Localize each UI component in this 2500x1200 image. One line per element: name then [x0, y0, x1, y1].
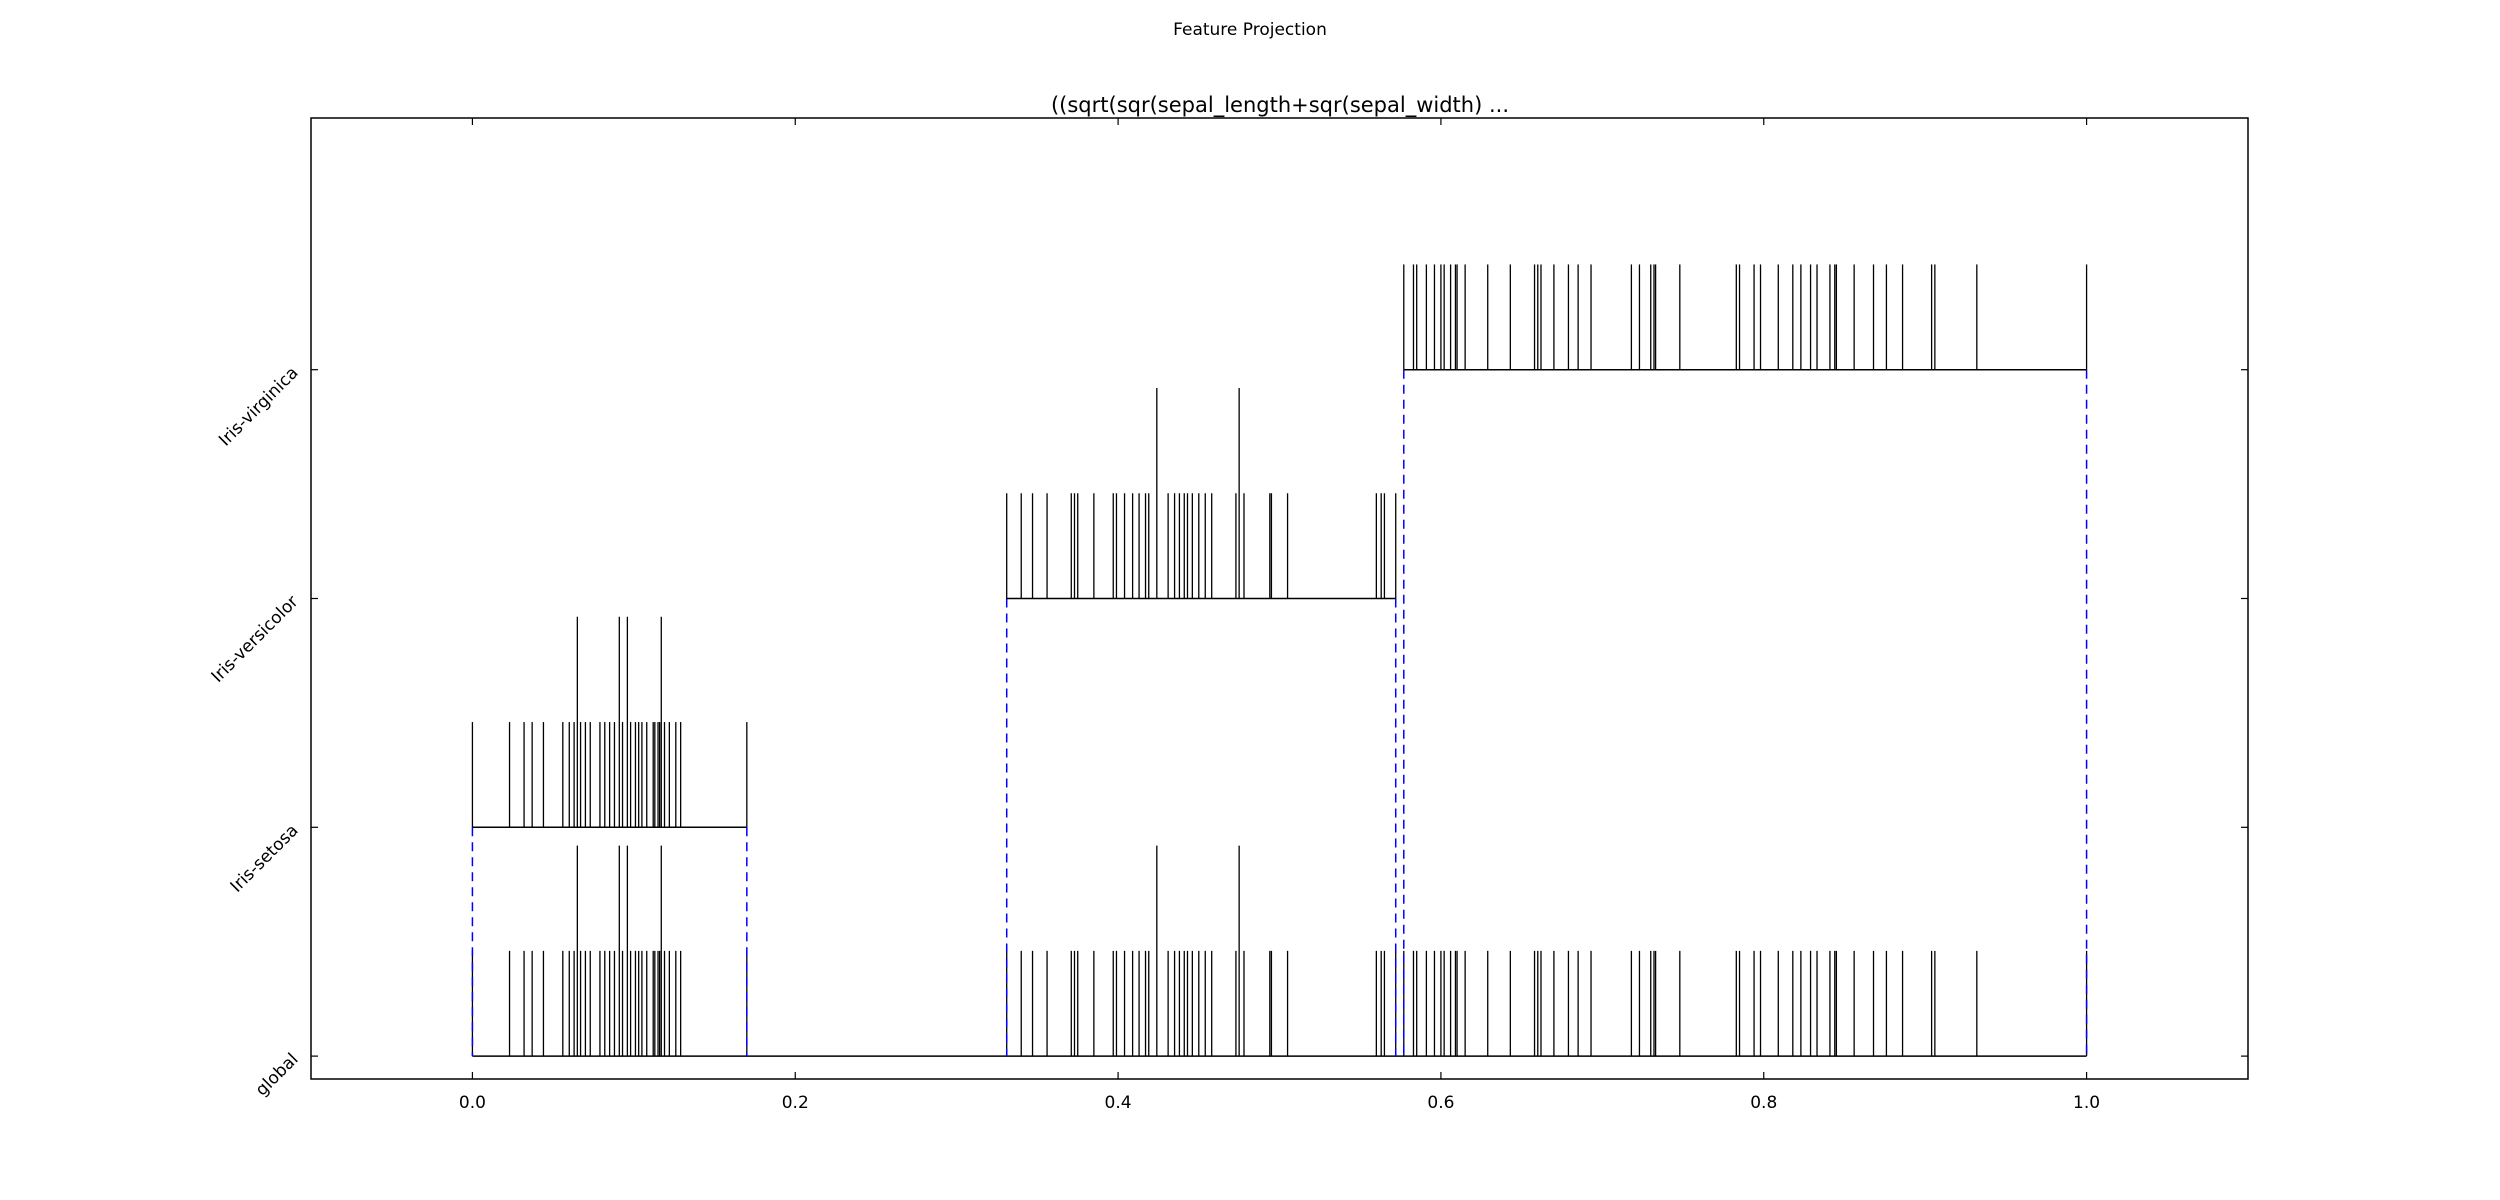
y-tick-label: Iris-virginica	[215, 363, 302, 450]
x-tick-label: 0.6	[1427, 1093, 1454, 1113]
x-tick-label: 0.2	[782, 1093, 809, 1113]
chart-title: Feature Projection	[1173, 20, 1327, 40]
x-tick-label: 0.8	[1750, 1093, 1777, 1113]
axes-title: ((sqrt(sqr(sepal_length+sqr(sepal_width)…	[1051, 93, 1509, 118]
x-tick-label: 0.4	[1105, 1093, 1132, 1113]
y-tick-label: Iris-versicolor	[208, 592, 303, 687]
y-tick-label: global	[252, 1050, 303, 1101]
y-tick-label: Iris-setosa	[227, 821, 303, 897]
x-tick-label: 0.0	[459, 1093, 486, 1113]
x-tick-label: 1.0	[2073, 1093, 2100, 1113]
